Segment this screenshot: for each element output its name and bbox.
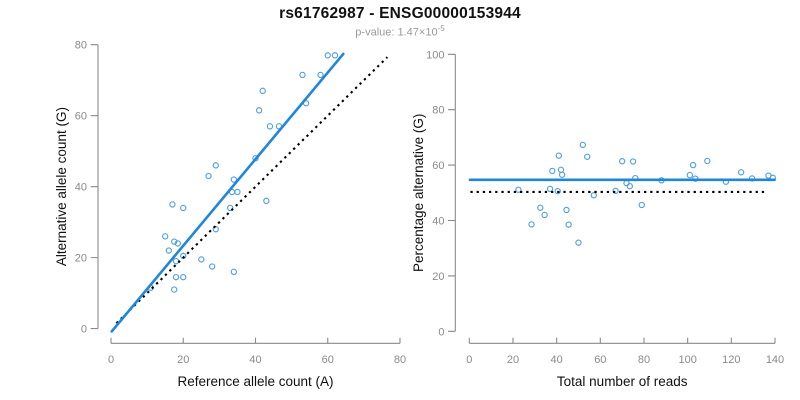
data-point xyxy=(528,221,535,228)
data-point xyxy=(737,169,745,176)
data-point xyxy=(623,179,630,187)
data-point xyxy=(317,71,324,79)
data-point xyxy=(555,152,563,159)
data-point xyxy=(565,221,572,228)
data-point xyxy=(618,158,626,165)
data-point xyxy=(230,176,237,183)
x-tick-label: 80 xyxy=(638,354,650,366)
x-axis-title: Total number of reads xyxy=(557,374,688,389)
data-point xyxy=(172,257,180,265)
data-point xyxy=(174,240,182,247)
x-tick-label: 60 xyxy=(322,354,334,366)
y-axis-title: Alternative allele count (G) xyxy=(54,107,69,266)
pvalue-subtitle: p-value: 1.47×10-5 xyxy=(0,24,800,39)
data-point xyxy=(549,167,556,175)
y-tick-label: 80 xyxy=(75,40,87,52)
data-point xyxy=(230,268,237,275)
data-point xyxy=(171,238,178,245)
data-point xyxy=(208,263,216,270)
data-point xyxy=(169,201,176,208)
data-point xyxy=(263,197,270,205)
data-point xyxy=(180,204,187,212)
data-point xyxy=(629,158,637,165)
y-tick-label: 20 xyxy=(432,271,444,283)
y-tick-label: 20 xyxy=(75,253,87,265)
data-point xyxy=(234,188,241,196)
data-point xyxy=(546,185,554,193)
y-axis-title: Percentage alternative (G) xyxy=(411,114,426,272)
data-point xyxy=(212,162,219,169)
y-tick-label: 0 xyxy=(81,324,87,336)
data-point xyxy=(541,211,548,219)
data-point xyxy=(255,107,263,114)
x-tick-label: 20 xyxy=(507,354,519,366)
data-point xyxy=(537,204,544,211)
x-axis xyxy=(468,337,776,344)
data-point xyxy=(227,204,234,212)
percentage-alternative-scatter: 0 20 40 60 80 100 0 20 40 60 80 100 120 140 Total numb… xyxy=(411,49,784,389)
x-axis xyxy=(110,337,401,344)
pvalue-text: p-value: 1.47×10 xyxy=(355,26,438,39)
data-point xyxy=(704,157,711,165)
data-point xyxy=(686,171,694,179)
data-point xyxy=(331,52,339,59)
page-title: rs61762987 - ENSG00000153944 xyxy=(279,5,521,22)
data-point xyxy=(515,186,522,193)
data-point xyxy=(557,166,565,173)
y-tick-label: 80 xyxy=(432,105,444,117)
x-tick-label: 80 xyxy=(394,354,406,366)
y-tick-label: 60 xyxy=(432,160,444,172)
data-point xyxy=(171,286,178,293)
data-point xyxy=(205,172,212,180)
x-tick-label: 60 xyxy=(594,354,606,366)
data-point xyxy=(579,141,587,149)
y-tick-label: 100 xyxy=(426,49,444,61)
x-tick-label: 120 xyxy=(722,354,740,366)
data-point xyxy=(172,273,180,281)
reference-dotted-line xyxy=(115,56,389,325)
fit-line xyxy=(110,52,345,333)
data-point xyxy=(575,239,582,246)
x-tick-label: 100 xyxy=(678,354,696,366)
data-point xyxy=(689,161,697,169)
y-tick-label: 60 xyxy=(75,111,87,123)
data-point xyxy=(180,273,187,281)
y-tick-label: 0 xyxy=(438,326,444,338)
x-tick-label: 0 xyxy=(108,354,114,366)
x-tick-label: 40 xyxy=(249,354,261,366)
x-axis-title: Reference allele count (A) xyxy=(177,374,333,389)
data-point xyxy=(590,192,597,199)
data-point xyxy=(266,123,274,130)
y-tick-label: 40 xyxy=(75,182,87,194)
x-tick-label: 40 xyxy=(551,354,563,366)
x-tick-label: 140 xyxy=(766,354,784,366)
data-point xyxy=(162,233,169,240)
y-axis xyxy=(448,53,456,332)
data-point xyxy=(324,52,331,59)
data-point xyxy=(198,256,205,263)
data-point xyxy=(626,182,633,190)
allele-count-scatter: 0 20 40 60 80 0 20 40 60 80 Reference allele count… xyxy=(54,40,406,389)
data-point xyxy=(259,87,266,95)
data-point xyxy=(165,247,172,254)
data-point xyxy=(563,206,570,214)
y-tick-label: 40 xyxy=(432,216,444,228)
x-tick-label: 20 xyxy=(177,354,189,366)
pvalue-exponent: -5 xyxy=(437,24,445,33)
data-point xyxy=(612,187,619,195)
data-point xyxy=(638,201,645,209)
data-point xyxy=(584,153,591,160)
y-axis xyxy=(90,44,99,330)
data-point xyxy=(558,171,566,178)
x-tick-label: 0 xyxy=(466,354,472,366)
data-point xyxy=(554,187,561,195)
data-point xyxy=(299,71,306,79)
